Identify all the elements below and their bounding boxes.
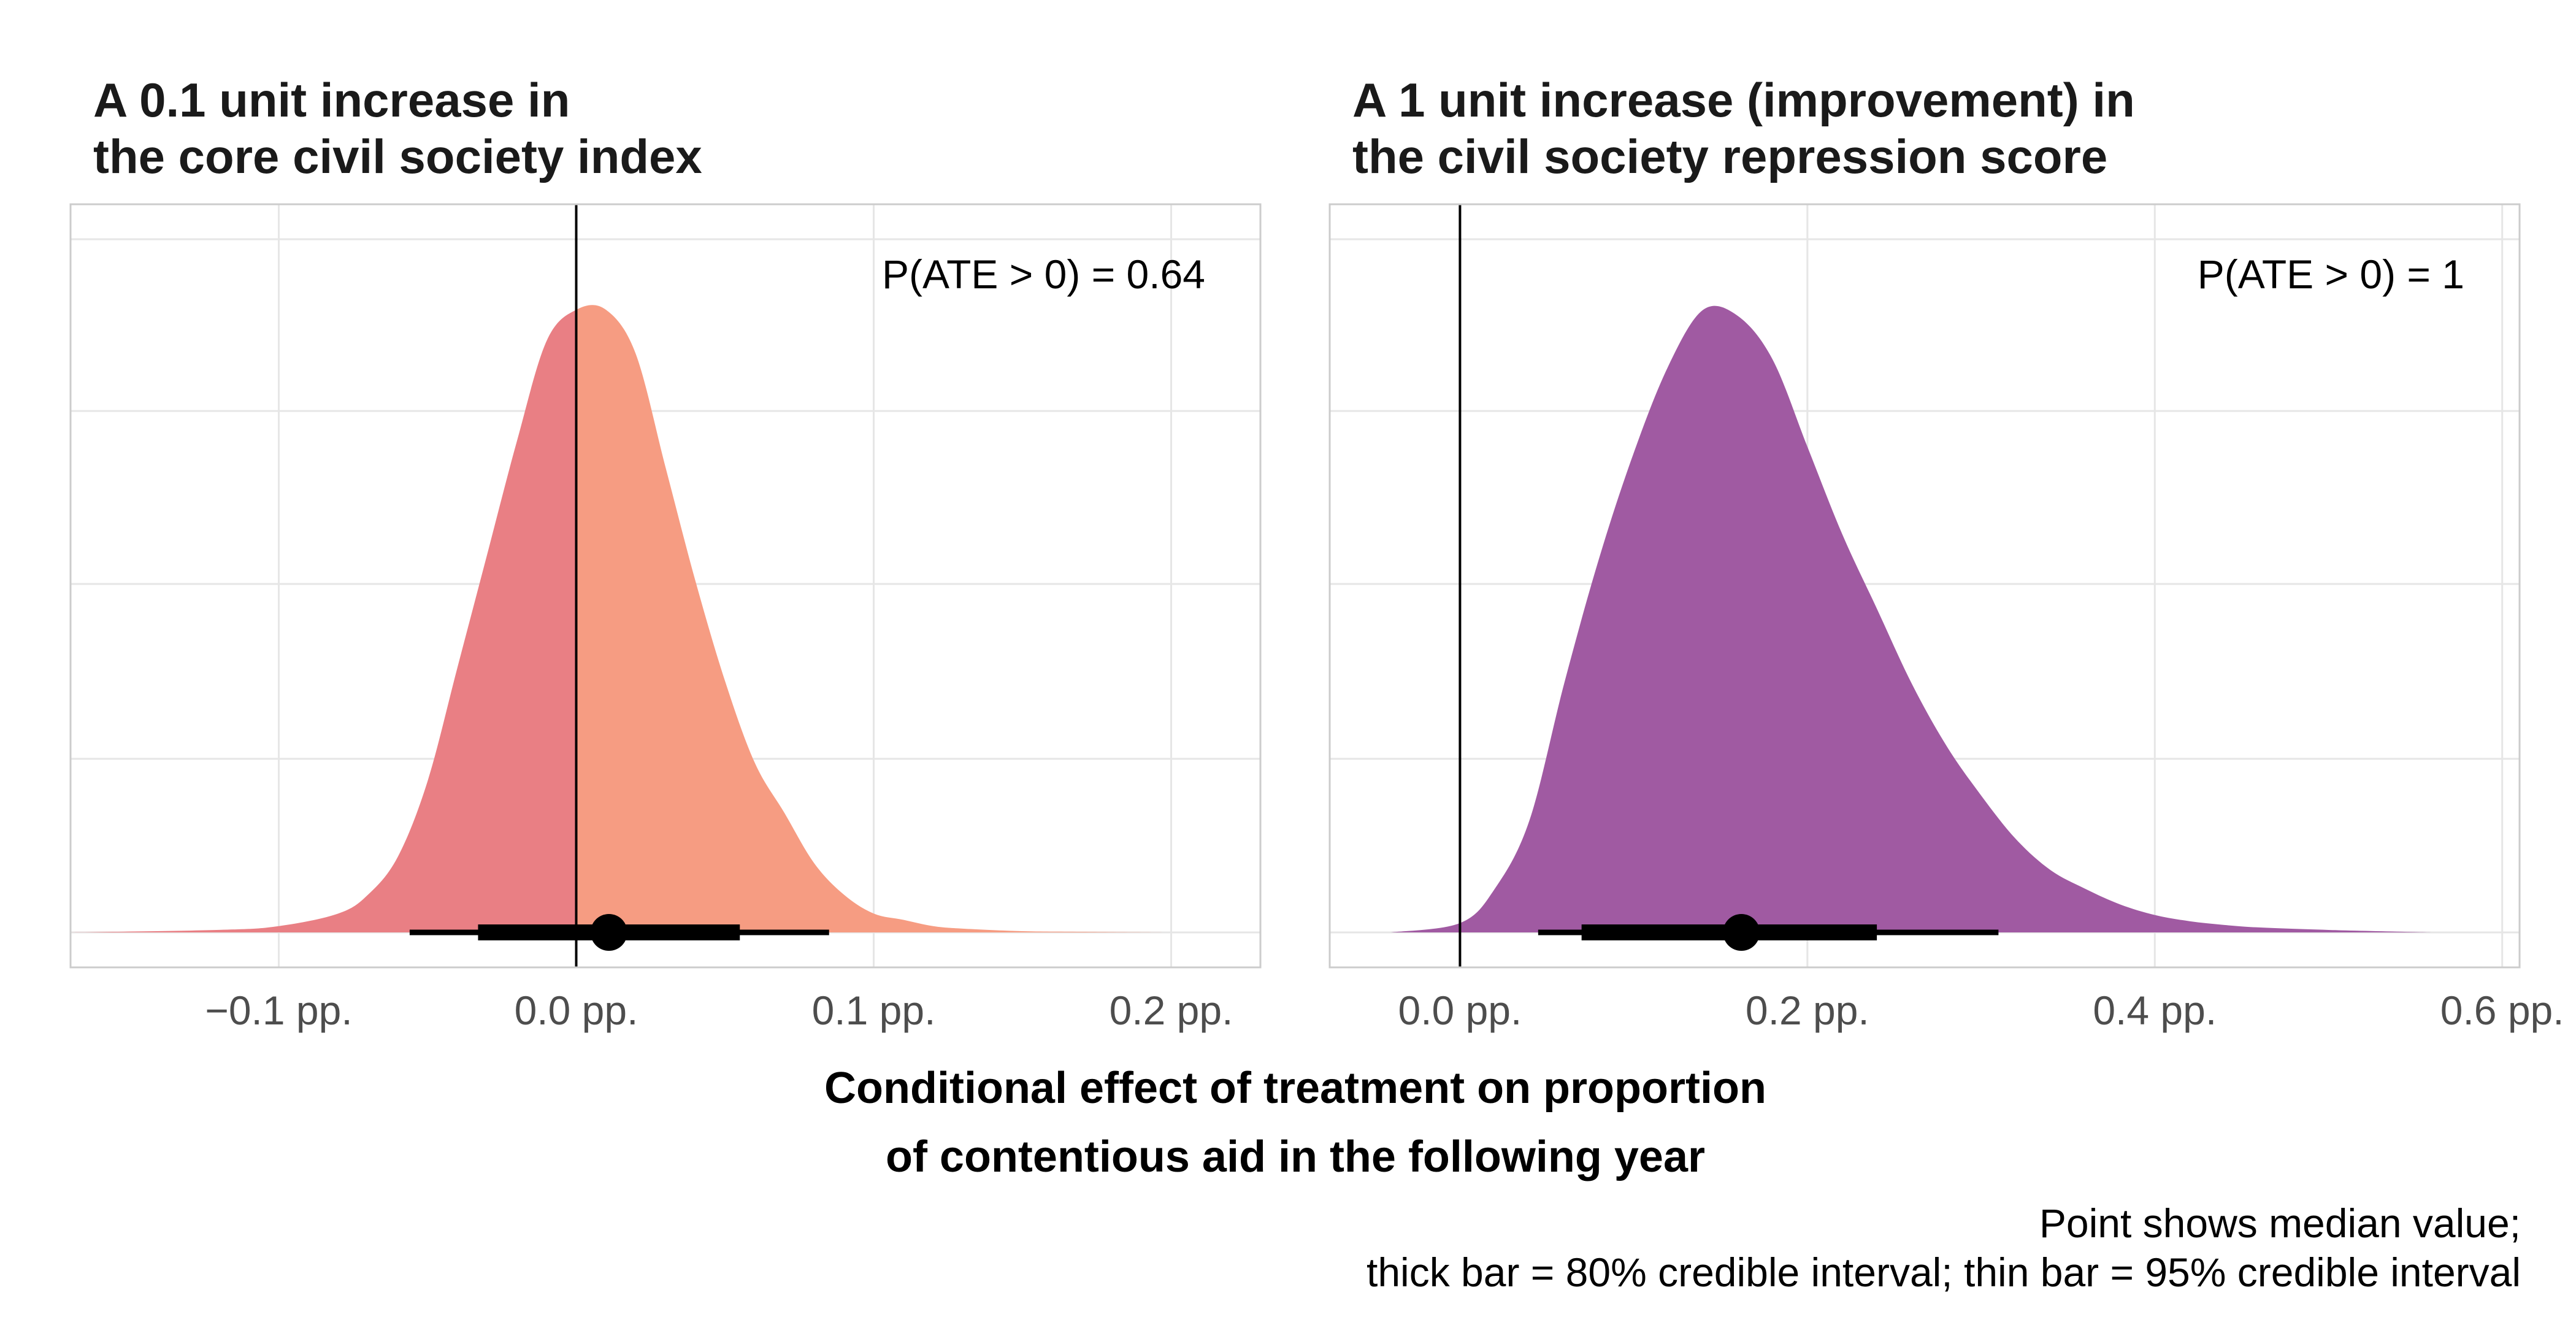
panel-left-x-tick-label: 0.2 pp. <box>1110 988 1233 1033</box>
panel-right-title-line2: the civil society repression score <box>1352 129 2107 183</box>
caption-line2: thick bar = 80% credible interval; thin … <box>1367 1250 2521 1295</box>
panel-right-title-line1: A 1 unit increase (improvement) in <box>1352 73 2135 127</box>
x-axis-title-line2: of contentious aid in the following year <box>886 1132 1705 1181</box>
panel-right-frame <box>1328 203 2521 969</box>
panel-left-density-below-zero <box>71 310 577 932</box>
panel-left-title-line1: A 0.1 unit increase in <box>93 73 570 127</box>
x-axis-title-line1: Conditional effect of treatment on propo… <box>824 1064 1766 1113</box>
panel-left-x-tick-label: 0.1 pp. <box>812 988 936 1033</box>
panel-left-x-tick-label: −0.1 pp. <box>205 988 352 1033</box>
panel-left-probability: P(ATE > 0) = 0.64 <box>882 252 1205 297</box>
panel-right-x-tick-label: 0.4 pp. <box>2093 988 2217 1033</box>
panel-right-density <box>1390 305 2433 932</box>
panel-left-x-ticks: −0.1 pp. 0.0 pp. 0.1 pp. 0.2 pp. <box>205 988 1233 1033</box>
panel-left-frame <box>69 203 1262 969</box>
panel-right-x-tick-label: 0.0 pp. <box>1398 988 1522 1033</box>
panel-left-x-tick-label: 0.0 pp. <box>515 988 638 1033</box>
panel-left-marks <box>71 204 1171 967</box>
panel-left-median-point <box>590 914 627 951</box>
panel-right-x-tick-label: 0.2 pp. <box>1746 988 1869 1033</box>
panel-right-median-point <box>1723 914 1760 951</box>
panel-left-density-above-zero <box>576 305 1171 932</box>
panel-right-x-tick-label: 0.6 pp. <box>2440 988 2564 1033</box>
panel-right: A 1 unit increase (improvement) in the c… <box>1328 73 2564 1033</box>
caption-line1: Point shows median value; <box>2039 1200 2521 1246</box>
panel-left-title-line2: the core civil society index <box>93 129 702 183</box>
panel-right-marks <box>1390 204 2433 967</box>
panel-right-x-ticks: 0.0 pp. 0.2 pp. 0.4 pp. 0.6 pp. <box>1398 988 2564 1033</box>
panel-left: A 0.1 unit increase in the core civil so… <box>69 73 1262 1033</box>
panel-right-probability: P(ATE > 0) = 1 <box>2198 252 2464 297</box>
